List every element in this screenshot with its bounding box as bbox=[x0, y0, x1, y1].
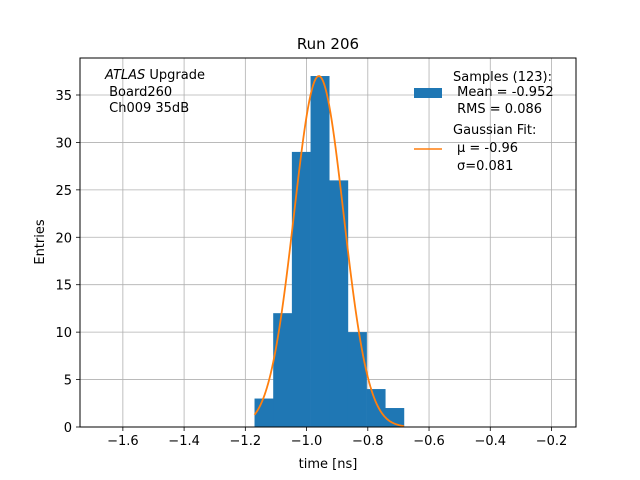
atlas-italic: ATLAS bbox=[104, 68, 145, 83]
x-tick-label: −0.4 bbox=[474, 434, 506, 449]
x-tick-label: −0.2 bbox=[536, 434, 568, 449]
legend-fit-mu: μ = -0.96 bbox=[457, 141, 518, 156]
axes-frame bbox=[79, 57, 577, 428]
channel-label: Ch009 35dB bbox=[105, 101, 189, 116]
y-axis-label: Entries bbox=[33, 219, 48, 265]
histogram-bar bbox=[273, 313, 293, 427]
histogram-bar bbox=[329, 180, 349, 427]
y-tick-label: 20 bbox=[55, 231, 72, 246]
histogram-bar bbox=[291, 151, 311, 427]
histogram-bar bbox=[310, 76, 330, 428]
y-tick-label: 15 bbox=[55, 279, 72, 294]
y-tick-label: 35 bbox=[55, 89, 72, 104]
x-tick-label: −1.0 bbox=[291, 434, 323, 449]
chart-title: Run 206 bbox=[297, 35, 359, 53]
legend-samples-line1: Samples (123): bbox=[453, 70, 552, 85]
atlas-upgrade: Upgrade bbox=[145, 68, 205, 83]
x-tick-label: −1.4 bbox=[168, 434, 200, 449]
x-tick-label: −1.2 bbox=[230, 434, 262, 449]
y-tick-label: 30 bbox=[55, 136, 72, 151]
gaussian-fit bbox=[253, 75, 405, 427]
legend-samples-patch bbox=[414, 88, 442, 98]
x-tick-label: −0.6 bbox=[413, 434, 445, 449]
histogram-bars bbox=[254, 76, 405, 428]
legend-samples-mean: Mean = -0.952 bbox=[453, 85, 554, 100]
y-axis-ticks: 0 5 10 15 20 25 30 35 bbox=[55, 89, 80, 436]
y-tick-label: 25 bbox=[55, 184, 72, 199]
gaussian-fit-curve bbox=[253, 75, 405, 427]
legend: Samples (123): Mean = -0.952 RMS = 0.086… bbox=[414, 70, 554, 174]
x-tick-label: −1.6 bbox=[107, 434, 139, 449]
legend-samples-rms: RMS = 0.086 bbox=[453, 102, 542, 117]
x-axis-ticks: −1.6 −1.4 −1.2 −1.0 −0.8 −0.6 −0.4 −0.2 bbox=[107, 427, 567, 449]
x-axis-label: time [ns] bbox=[299, 457, 358, 472]
board-label: Board260 bbox=[105, 85, 172, 100]
atlas-label: ATLAS Upgrade bbox=[104, 68, 205, 83]
histogram-bar bbox=[254, 398, 274, 427]
x-tick-label: −0.8 bbox=[352, 434, 384, 449]
y-tick-label: 0 bbox=[64, 421, 72, 436]
histogram-bar bbox=[366, 389, 386, 427]
legend-fit-sigma: σ=0.081 bbox=[457, 159, 513, 174]
y-tick-label: 5 bbox=[64, 374, 72, 389]
y-tick-label: 10 bbox=[55, 326, 72, 341]
histogram-bar bbox=[347, 332, 367, 427]
legend-fit-line1: Gaussian Fit: bbox=[453, 123, 536, 138]
